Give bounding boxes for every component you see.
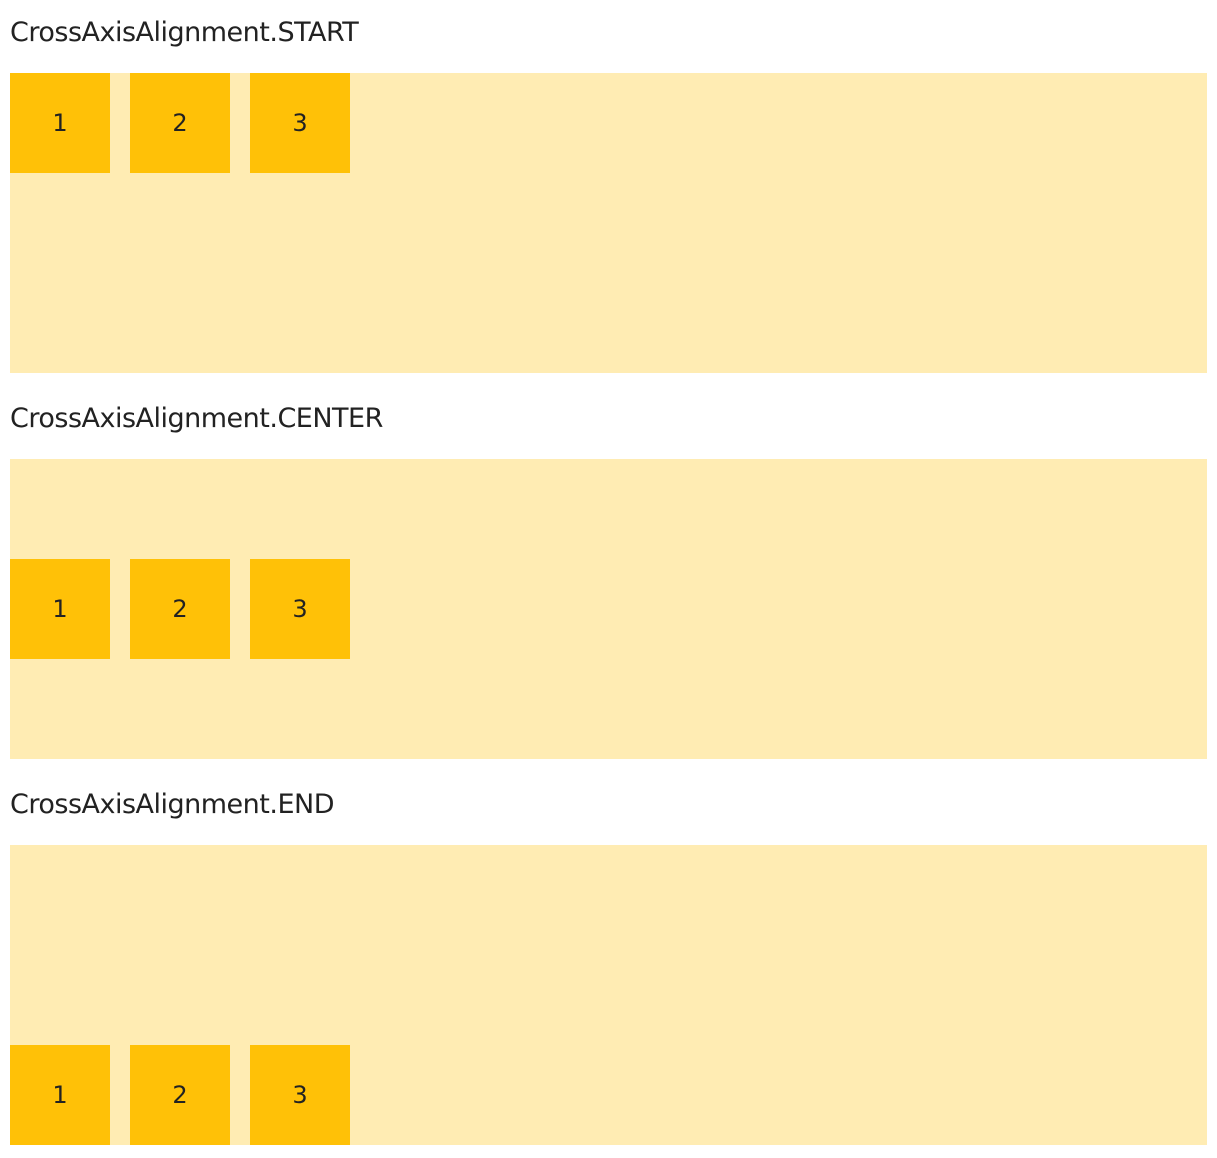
box-item: 2 [130, 73, 230, 173]
row-container: 1 2 3 [10, 459, 1207, 759]
row-container: 1 2 3 [10, 73, 1207, 373]
section-title: CrossAxisAlignment.START [10, 17, 359, 48]
box-item: 3 [250, 73, 350, 173]
box-item: 3 [250, 559, 350, 659]
section-start: CrossAxisAlignment.START 1 2 3 [10, 10, 1207, 373]
box-item: 3 [250, 1045, 350, 1145]
section-center: CrossAxisAlignment.CENTER 1 2 3 [10, 396, 1207, 759]
box-item: 2 [130, 559, 230, 659]
section-title: CrossAxisAlignment.END [10, 789, 335, 820]
section-end: CrossAxisAlignment.END 1 2 3 [10, 782, 1207, 1145]
box-item: 1 [10, 73, 110, 173]
row-container: 1 2 3 [10, 845, 1207, 1145]
section-title: CrossAxisAlignment.CENTER [10, 403, 383, 434]
box-item: 1 [10, 1045, 110, 1145]
box-item: 2 [130, 1045, 230, 1145]
box-item: 1 [10, 559, 110, 659]
